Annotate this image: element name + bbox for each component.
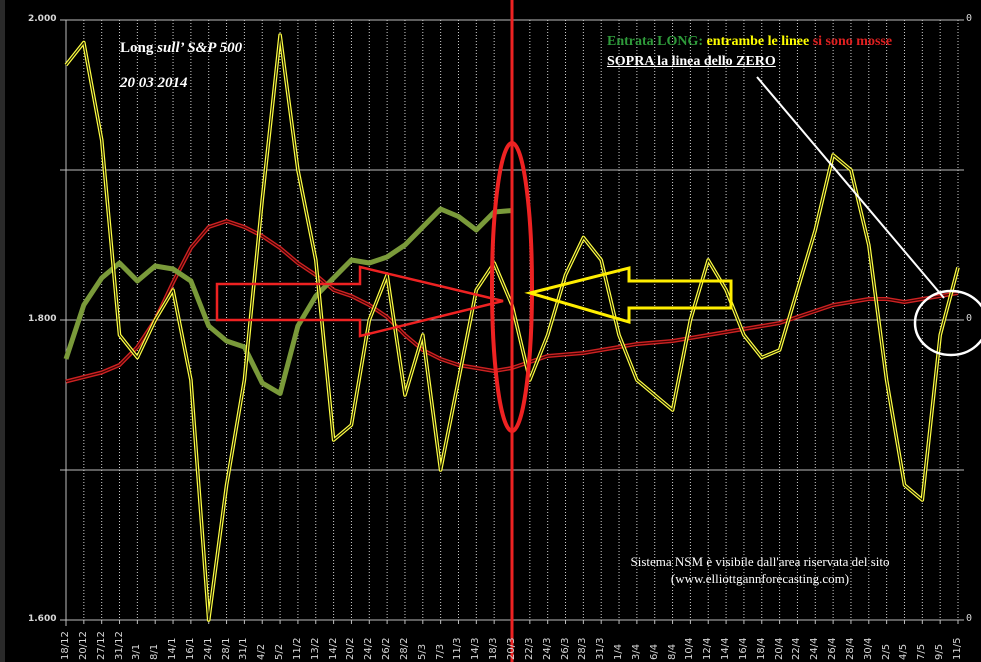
x-tick-label: 3/4 (630, 643, 642, 660)
x-tick-label: 24/1 (202, 637, 214, 660)
x-tick-label: 3/1 (131, 643, 143, 660)
price-line (63, 206, 513, 396)
credit-line2: (www.elliottgannforecasting.com) (670, 571, 850, 586)
y-tick-bottom: 1.600 (28, 614, 57, 624)
x-tick-label: 18/3 (488, 637, 500, 660)
entry-signal-note-line2: SOPRA la linea dello ZERO (607, 54, 776, 69)
note-yellow: entrambe le linee (703, 34, 810, 49)
x-tick-label: 22/3 (523, 637, 535, 660)
x-tick-label: 28/4 (844, 637, 856, 660)
x-tick-label: 1/4 (613, 643, 625, 660)
x-tick-label: 10/4 (684, 637, 696, 660)
note-red: si sono mosse (809, 34, 893, 49)
x-tick-label: 22/4 (791, 637, 803, 660)
x-tick-label: 14/1 (167, 637, 179, 660)
y2-tick-top: 0 (966, 13, 973, 24)
x-tick-label: 31/12 (113, 631, 125, 660)
x-tick-label: 24/2 (363, 637, 375, 660)
note-green: Entrata LONG: (607, 34, 704, 49)
x-tick-label: 24/4 (809, 637, 821, 660)
x-tick-label: 26/2 (381, 637, 393, 660)
chart-title: Long sull’ S&P 500 (120, 40, 243, 56)
zero-cross-circle (913, 289, 981, 357)
x-tick-label: 18/12 (60, 631, 71, 660)
x-tick-label: 18/4 (755, 637, 767, 660)
credit-line1: Sistema NSM è visibile dall'area riserva… (630, 554, 890, 569)
x-tick-label: 11/2 (291, 637, 303, 660)
highlight-ellipse (490, 141, 534, 433)
y2-tick-mid: 0 (966, 313, 973, 324)
x-tick-label: 28/1 (220, 637, 232, 660)
x-tick-label: 31/3 (595, 637, 607, 660)
x-tick-label: 13/2 (309, 637, 321, 660)
x-tick-label: 20/4 (773, 637, 785, 660)
x-tick-label: 26/4 (827, 637, 839, 660)
x-tick-label: 20/2 (345, 637, 357, 660)
x-tick-label: 4/5 (898, 643, 910, 660)
x-tick-label: 2/5 (880, 643, 892, 660)
x-tick-label: 20/3 (506, 637, 517, 660)
x-tick-label: 14/4 (720, 637, 732, 660)
red-arrow-right (215, 265, 504, 338)
chart-date: 20 03 2014 (120, 75, 188, 91)
y-tick-top: 2.000 (28, 14, 57, 24)
x-tick-label: 6/4 (648, 643, 660, 660)
x-tick-label: 11/5 (952, 637, 963, 660)
credit-text: Sistema NSM è visibile dall'area riserva… (600, 553, 920, 587)
x-tick-label: 24/3 (541, 637, 553, 660)
x-tick-label: 20/12 (77, 631, 89, 660)
x-tick-label: 9/5 (934, 643, 946, 660)
x-tick-label: 4/2 (256, 643, 268, 660)
x-tick-label: 31/1 (238, 637, 250, 660)
x-tick-label: 5/3 (416, 643, 428, 660)
x-tick-label: 8/1 (149, 643, 161, 660)
x-tick-label: 27/12 (95, 631, 107, 660)
x-tick-label: 14/3 (470, 637, 482, 660)
x-tick-label: 16/4 (737, 637, 749, 660)
x-tick-label: 5/2 (274, 643, 286, 660)
x-tick-label: 26/3 (559, 637, 571, 660)
x-tick-label: 16/1 (184, 637, 196, 660)
x-tick-label: 28/2 (398, 637, 410, 660)
entry-signal-note: Entrata LONG: entrambe le linee si sono … (607, 34, 892, 50)
x-tick-label: 7/5 (916, 643, 928, 660)
x-tick-label: 30/4 (862, 637, 874, 660)
window-border (0, 0, 5, 662)
x-tick-label: 11/3 (452, 637, 464, 660)
x-tick-label: 14/2 (327, 637, 339, 660)
y-tick-mid: 1.800 (28, 314, 57, 324)
x-tick-label: 7/3 (434, 643, 446, 660)
yellow-arrow-left (524, 266, 733, 325)
pointer-line (756, 76, 945, 299)
y2-tick-bottom: 0 (966, 613, 973, 624)
x-tick-label: 28/3 (577, 637, 589, 660)
x-tick-label: 12/4 (702, 637, 714, 660)
x-tick-label: 8/4 (666, 643, 678, 660)
